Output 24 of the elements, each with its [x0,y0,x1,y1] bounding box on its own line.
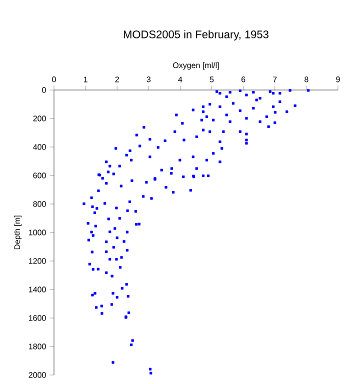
y-tick-label: 2000 [28,372,46,378]
y-tick-label: 1000 [29,230,46,236]
x-tick-label: 2 [115,76,119,82]
x-tick-label: 0 [52,76,56,82]
y-tick-label: 0 [42,87,46,93]
x-tick-label: 9 [336,76,340,82]
y-tick-label: 1800 [29,344,46,350]
x-tick-label: 4 [178,76,182,82]
y-tick-label: 1200 [29,258,46,264]
x-tick-label: 1 [84,76,88,82]
x-tick-label: 7 [273,76,277,82]
x-tick-label: 8 [304,76,308,82]
x-tick-label: 5 [210,76,214,82]
x-tick-label: 6 [242,76,246,82]
x-tick-label: 3 [146,76,151,82]
y-axis-title: Depth [m] [14,216,22,250]
y-tick-label: 800 [33,201,46,207]
chart-title: MODS2005 in February, 1953 [124,30,268,40]
y-tick-label: 400 [33,144,46,150]
y-tick-label: 1400 [29,286,46,292]
y-tick-label: 200 [33,116,46,122]
y-tick-label: 1600 [29,315,46,321]
y-tick-label: 600 [33,172,46,178]
x-axis-title: Oxygen [ml/l] [173,62,219,70]
